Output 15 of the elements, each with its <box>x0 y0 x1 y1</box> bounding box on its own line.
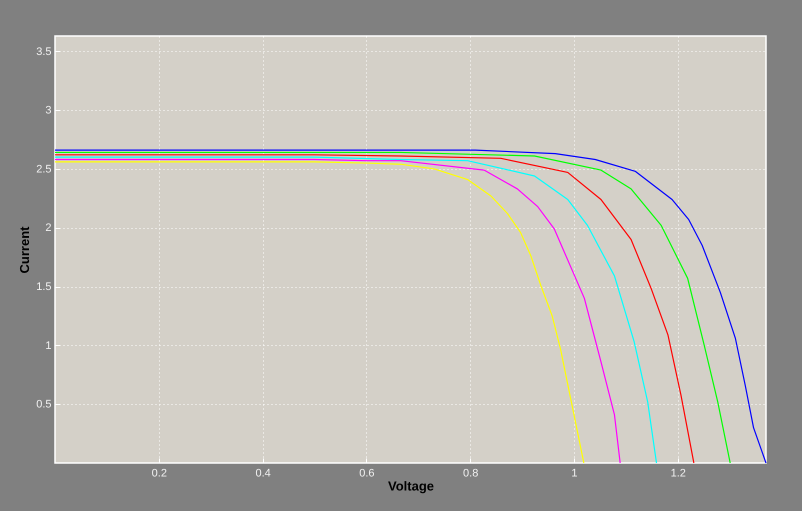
y-tick-label: 2.5 <box>36 163 52 176</box>
y-tick-label: 0.5 <box>36 398 52 411</box>
y-tick-label: 3 <box>45 104 52 117</box>
x-tick-label: 1.2 <box>670 468 686 480</box>
x-tick-label: 1 <box>571 468 578 480</box>
x-tick-label: 0.2 <box>152 468 167 480</box>
x-tick-label: 0.8 <box>463 468 478 480</box>
x-tick-label: 0.6 <box>359 468 375 480</box>
y-tick-label: 1 <box>45 340 52 352</box>
y-tick-label: 3.5 <box>36 46 52 58</box>
y-tick-label: 1.5 <box>36 281 52 294</box>
x-axis-title: Voltage <box>388 478 434 494</box>
y-tick-label: 2 <box>45 222 52 234</box>
x-tick-label: 0.4 <box>255 468 271 480</box>
y-axis-title: Current <box>17 226 32 274</box>
